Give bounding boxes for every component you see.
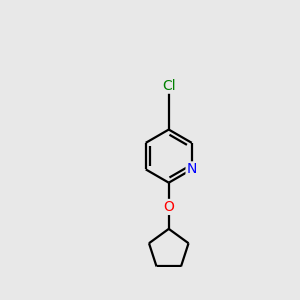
Text: Cl: Cl <box>162 79 175 93</box>
Text: N: N <box>187 162 197 176</box>
Text: O: O <box>163 200 174 214</box>
